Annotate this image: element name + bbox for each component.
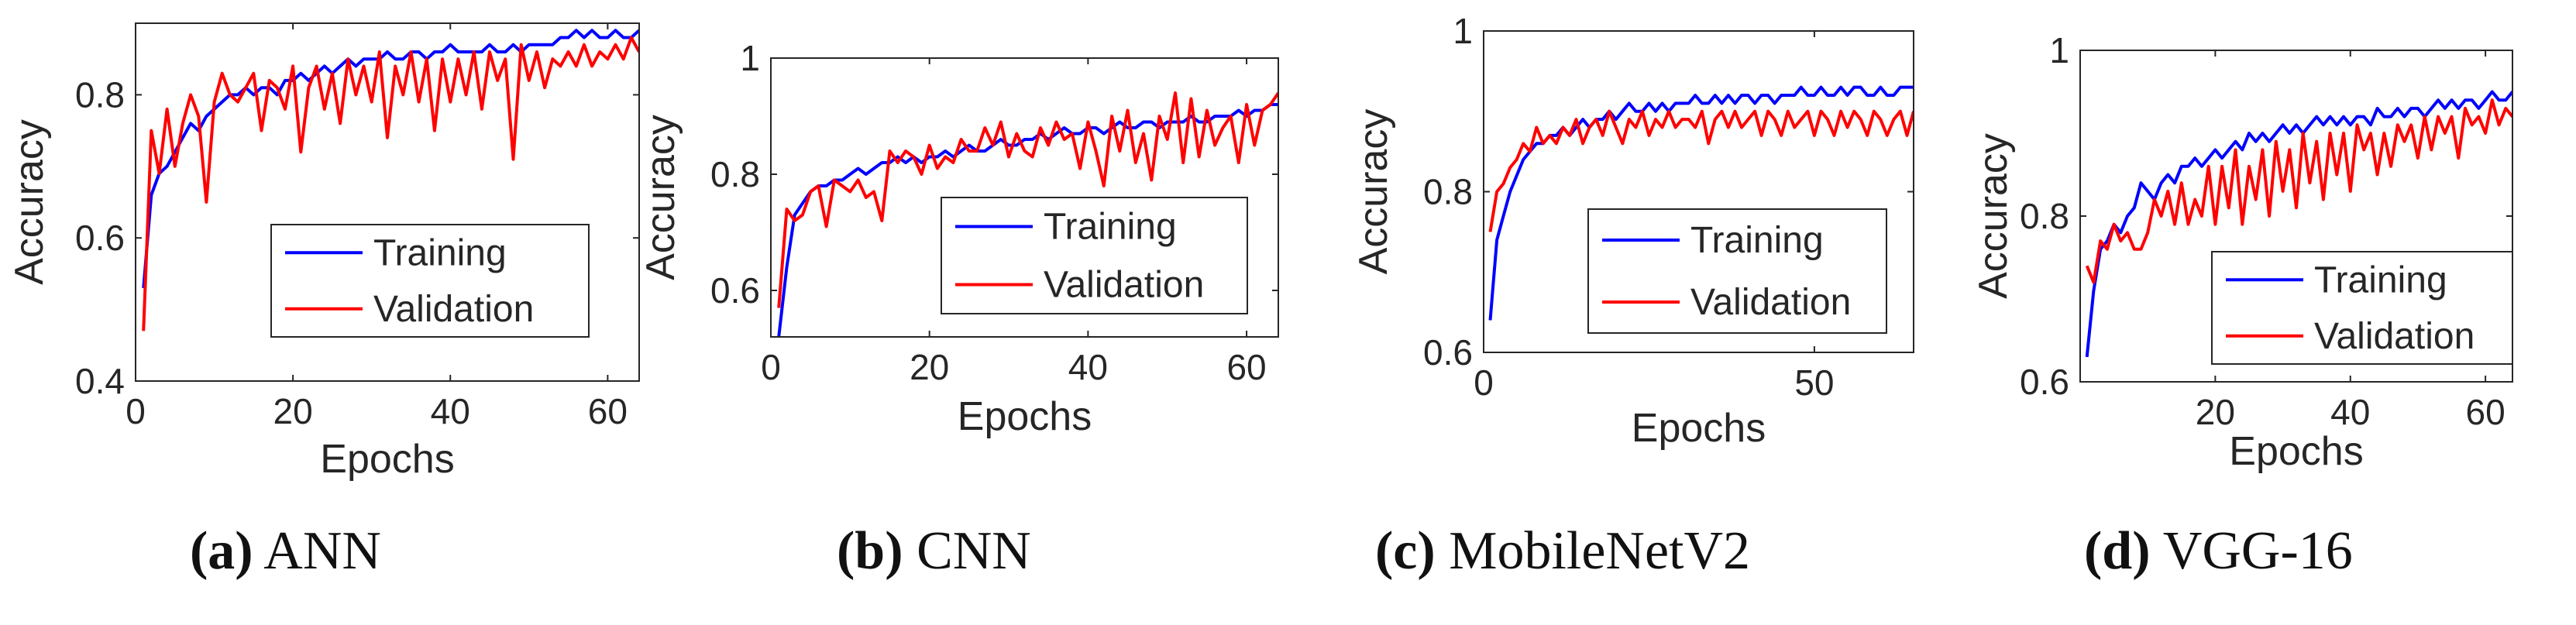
- legend-label-training: Training: [1044, 207, 1177, 248]
- series-line-validation: [142, 36, 639, 331]
- x-tick-label: 20: [2196, 392, 2235, 432]
- legend-label-validation: Validation: [1044, 265, 1204, 306]
- caption-a: (a) ANN: [190, 520, 381, 582]
- y-tick-label: 1: [740, 38, 760, 78]
- series-line-validation: [2085, 98, 2512, 284]
- legend-label-validation: Validation: [373, 289, 534, 330]
- x-tick-label: 20: [273, 391, 313, 431]
- x-tick-label: 0: [1474, 362, 1494, 403]
- legend-label-training: Training: [2314, 259, 2447, 300]
- y-axis-label: Accuracy: [638, 115, 683, 280]
- x-tick-label: 40: [431, 391, 470, 431]
- chart-2: 0 50 0.6 0.8 1 Epochs Accuracy Training Validati…: [1351, 11, 1914, 451]
- legend: Training Validation: [270, 224, 590, 338]
- caption-d: (d) VGG-16: [2084, 520, 2353, 582]
- caption-letter: (b): [837, 521, 903, 581]
- chart-0: 0 20 40 60 0.4 0.6 0.8 Epochs Accuracy Training Va…: [7, 22, 640, 482]
- caption-text: MobileNetV2: [1449, 521, 1751, 581]
- y-tick-label: 0.6: [710, 270, 760, 311]
- series-line-validation: [777, 91, 1278, 308]
- x-tick-label: 60: [588, 391, 628, 431]
- legend-label-training: Training: [1690, 220, 1824, 261]
- caption-c: (c) MobileNetV2: [1375, 520, 1750, 582]
- chart-3: 20 40 60 0.6 0.8 1 Epochs Accuracy Training Valid…: [1971, 30, 2513, 474]
- y-axis-label: Accuracy: [7, 119, 52, 285]
- caption-b: (b) CNN: [837, 520, 1031, 582]
- y-tick-label: 0.8: [2020, 196, 2069, 236]
- x-tick-label: 50: [1794, 362, 1834, 403]
- legend-label-validation: Validation: [1690, 282, 1851, 323]
- x-tick-label: 60: [1226, 347, 1266, 387]
- y-tick-label: 1: [2049, 30, 2069, 70]
- caption-text: ANN: [263, 521, 381, 581]
- plot-frame: [770, 57, 1279, 338]
- caption-letter: (c): [1375, 521, 1436, 581]
- x-axis-label: Epochs: [1632, 406, 1766, 451]
- legend: Training Validation: [2211, 251, 2513, 365]
- y-tick-label: 0.6: [75, 218, 125, 258]
- x-tick-label: 0: [126, 391, 146, 431]
- y-tick-label: 0.4: [75, 361, 125, 401]
- series-line-validation: [1488, 109, 1914, 232]
- legend-box: [941, 197, 1248, 314]
- caption-letter: (a): [190, 521, 253, 581]
- legend-label-validation: Validation: [2314, 316, 2475, 357]
- caption-text: CNN: [917, 521, 1031, 581]
- legend: Training Validation: [941, 197, 1248, 314]
- chart-1: 0 20 40 60 0.6 0.8 1 Epochs Accuracy Training Vali…: [638, 38, 1279, 439]
- x-tick-label: 20: [910, 347, 949, 387]
- y-tick-label: 0.8: [75, 74, 125, 115]
- x-axis-label: Epochs: [320, 437, 454, 482]
- plot-frame: [135, 22, 640, 382]
- y-tick-label: 1: [1453, 11, 1473, 51]
- series-line-training: [142, 29, 639, 289]
- y-tick-label: 0.6: [1423, 332, 1473, 373]
- x-tick-label: 0: [761, 347, 781, 387]
- y-axis-label: Accuracy: [1971, 133, 2016, 299]
- x-axis-label: Epochs: [958, 394, 1092, 439]
- x-tick-label: 60: [2466, 392, 2505, 432]
- x-tick-label: 40: [1068, 347, 1108, 387]
- y-tick-label: 0.6: [2020, 362, 2069, 402]
- y-tick-label: 0.8: [710, 154, 760, 194]
- y-axis-label: Accuracy: [1351, 109, 1396, 275]
- x-axis-label: Epochs: [2229, 429, 2363, 474]
- legend: Training Validation: [1587, 208, 1887, 334]
- legend-box: [2211, 251, 2513, 365]
- legend-box: [1587, 208, 1887, 334]
- y-tick-label: 0.8: [1423, 172, 1473, 212]
- x-tick-label: 40: [2330, 392, 2370, 432]
- caption-letter: (d): [2084, 521, 2151, 581]
- series-line-training: [2085, 90, 2512, 358]
- legend-label-training: Training: [373, 232, 507, 273]
- legend-box: [270, 224, 590, 338]
- caption-text: VGG-16: [2162, 521, 2353, 581]
